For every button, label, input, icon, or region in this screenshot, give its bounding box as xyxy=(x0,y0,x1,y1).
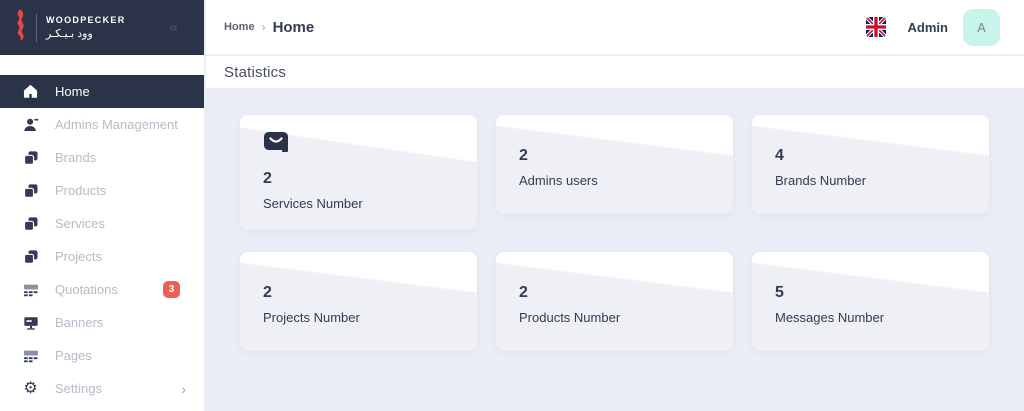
banner-icon xyxy=(21,313,40,332)
sidebar-item-pages[interactable]: Pages xyxy=(0,339,204,372)
copy-icon xyxy=(21,247,40,266)
stat-label: Services Number xyxy=(263,196,363,211)
table-icon xyxy=(21,280,40,299)
stat-value: 2 xyxy=(263,284,272,301)
avatar[interactable]: A xyxy=(963,8,1000,46)
stat-card-products: 2 Products Number xyxy=(496,252,733,351)
sidebar-item-label: Projects xyxy=(55,249,102,264)
topbar: Home › Home Admin A xyxy=(206,0,1024,55)
stats-grid: 2 Services Number 2 Admins users 4 Brand… xyxy=(240,115,1024,351)
page-title: Statistics xyxy=(224,63,287,81)
sidebar-item-label: Services xyxy=(55,216,105,231)
topbar-right: Admin A xyxy=(865,8,1000,46)
stat-label: Brands Number xyxy=(775,173,867,188)
home-icon xyxy=(21,82,40,101)
sidebar-item-banners[interactable]: Banners xyxy=(0,306,204,339)
sidebar-item-label: Brands xyxy=(55,150,97,165)
copy-icon xyxy=(21,214,40,233)
stat-card-services: 2 Services Number xyxy=(240,115,477,230)
brand-text: WOODPECKER وود بـيـكـر xyxy=(46,15,126,40)
brand-name: WOODPECKER xyxy=(46,15,126,25)
table-icon xyxy=(21,346,40,365)
stat-value: 2 xyxy=(519,284,528,301)
user-icon xyxy=(21,115,40,134)
sidebar-item-label: Admins Management xyxy=(55,117,178,132)
sidebar-item-brands[interactable]: Brands xyxy=(0,141,204,174)
stat-label: Admins users xyxy=(519,173,598,188)
quotations-count-badge: 3 xyxy=(163,281,180,298)
sidebar-item-settings[interactable]: ⚙ Settings › xyxy=(0,372,204,405)
stat-card-brands: 4 Brands Number xyxy=(752,115,989,214)
sidebar-item-services[interactable]: Services xyxy=(0,207,204,240)
sidebar-item-label: Home xyxy=(55,84,90,99)
sidebar: WOODPECKER وود بـيـكـر « Home xyxy=(0,0,205,411)
content: 2 Services Number 2 Admins users 4 Brand… xyxy=(206,90,1024,411)
stat-label: Products Number xyxy=(519,310,621,325)
breadcrumb-root-link[interactable]: Home xyxy=(224,21,255,33)
envelope-icon xyxy=(263,130,459,159)
sidebar-item-label: Quotations xyxy=(55,282,118,297)
breadcrumb-current: Home xyxy=(272,18,315,36)
sidebar-item-label: Pages xyxy=(55,348,92,363)
sidebar-nav: Home Admins Management xyxy=(0,75,204,405)
sidebar-item-projects[interactable]: Projects xyxy=(0,240,204,273)
breadcrumb-separator-icon: › xyxy=(261,20,266,34)
copy-icon xyxy=(21,148,40,167)
chevron-right-icon: › xyxy=(181,380,186,397)
stat-label: Messages Number xyxy=(775,310,885,325)
stat-value: 4 xyxy=(775,147,784,164)
sidebar-item-admins-management[interactable]: Admins Management xyxy=(0,108,204,141)
stat-label: Projects Number xyxy=(263,310,360,325)
woodpecker-logo-icon xyxy=(14,9,27,46)
stat-value: 2 xyxy=(263,170,272,187)
language-flag-icon[interactable] xyxy=(865,17,886,37)
subheader: Statistics xyxy=(206,56,1024,89)
stat-card-messages: 5 Messages Number xyxy=(752,252,989,351)
sidebar-item-home[interactable]: Home xyxy=(0,75,204,108)
stat-value: 2 xyxy=(519,147,528,164)
sidebar-item-quotations[interactable]: Quotations 3 xyxy=(0,273,204,306)
sidebar-item-products[interactable]: Products xyxy=(0,174,204,207)
user-name[interactable]: Admin xyxy=(907,19,948,35)
logo[interactable]: WOODPECKER وود بـيـكـر « xyxy=(0,0,204,55)
sidebar-item-label: Banners xyxy=(55,315,104,330)
logo-divider xyxy=(36,13,37,42)
sidebar-collapse-icon[interactable]: « xyxy=(169,18,178,36)
stat-value: 5 xyxy=(775,284,784,301)
stat-card-projects: 2 Projects Number xyxy=(240,252,477,351)
copy-icon xyxy=(21,181,40,200)
gear-icon: ⚙ xyxy=(23,379,38,397)
brand-name-arabic: وود بـيـكـر xyxy=(46,28,93,40)
stat-card-admins: 2 Admins users xyxy=(496,115,733,214)
sidebar-item-label: Settings xyxy=(55,381,102,396)
sidebar-item-label: Products xyxy=(55,183,107,198)
